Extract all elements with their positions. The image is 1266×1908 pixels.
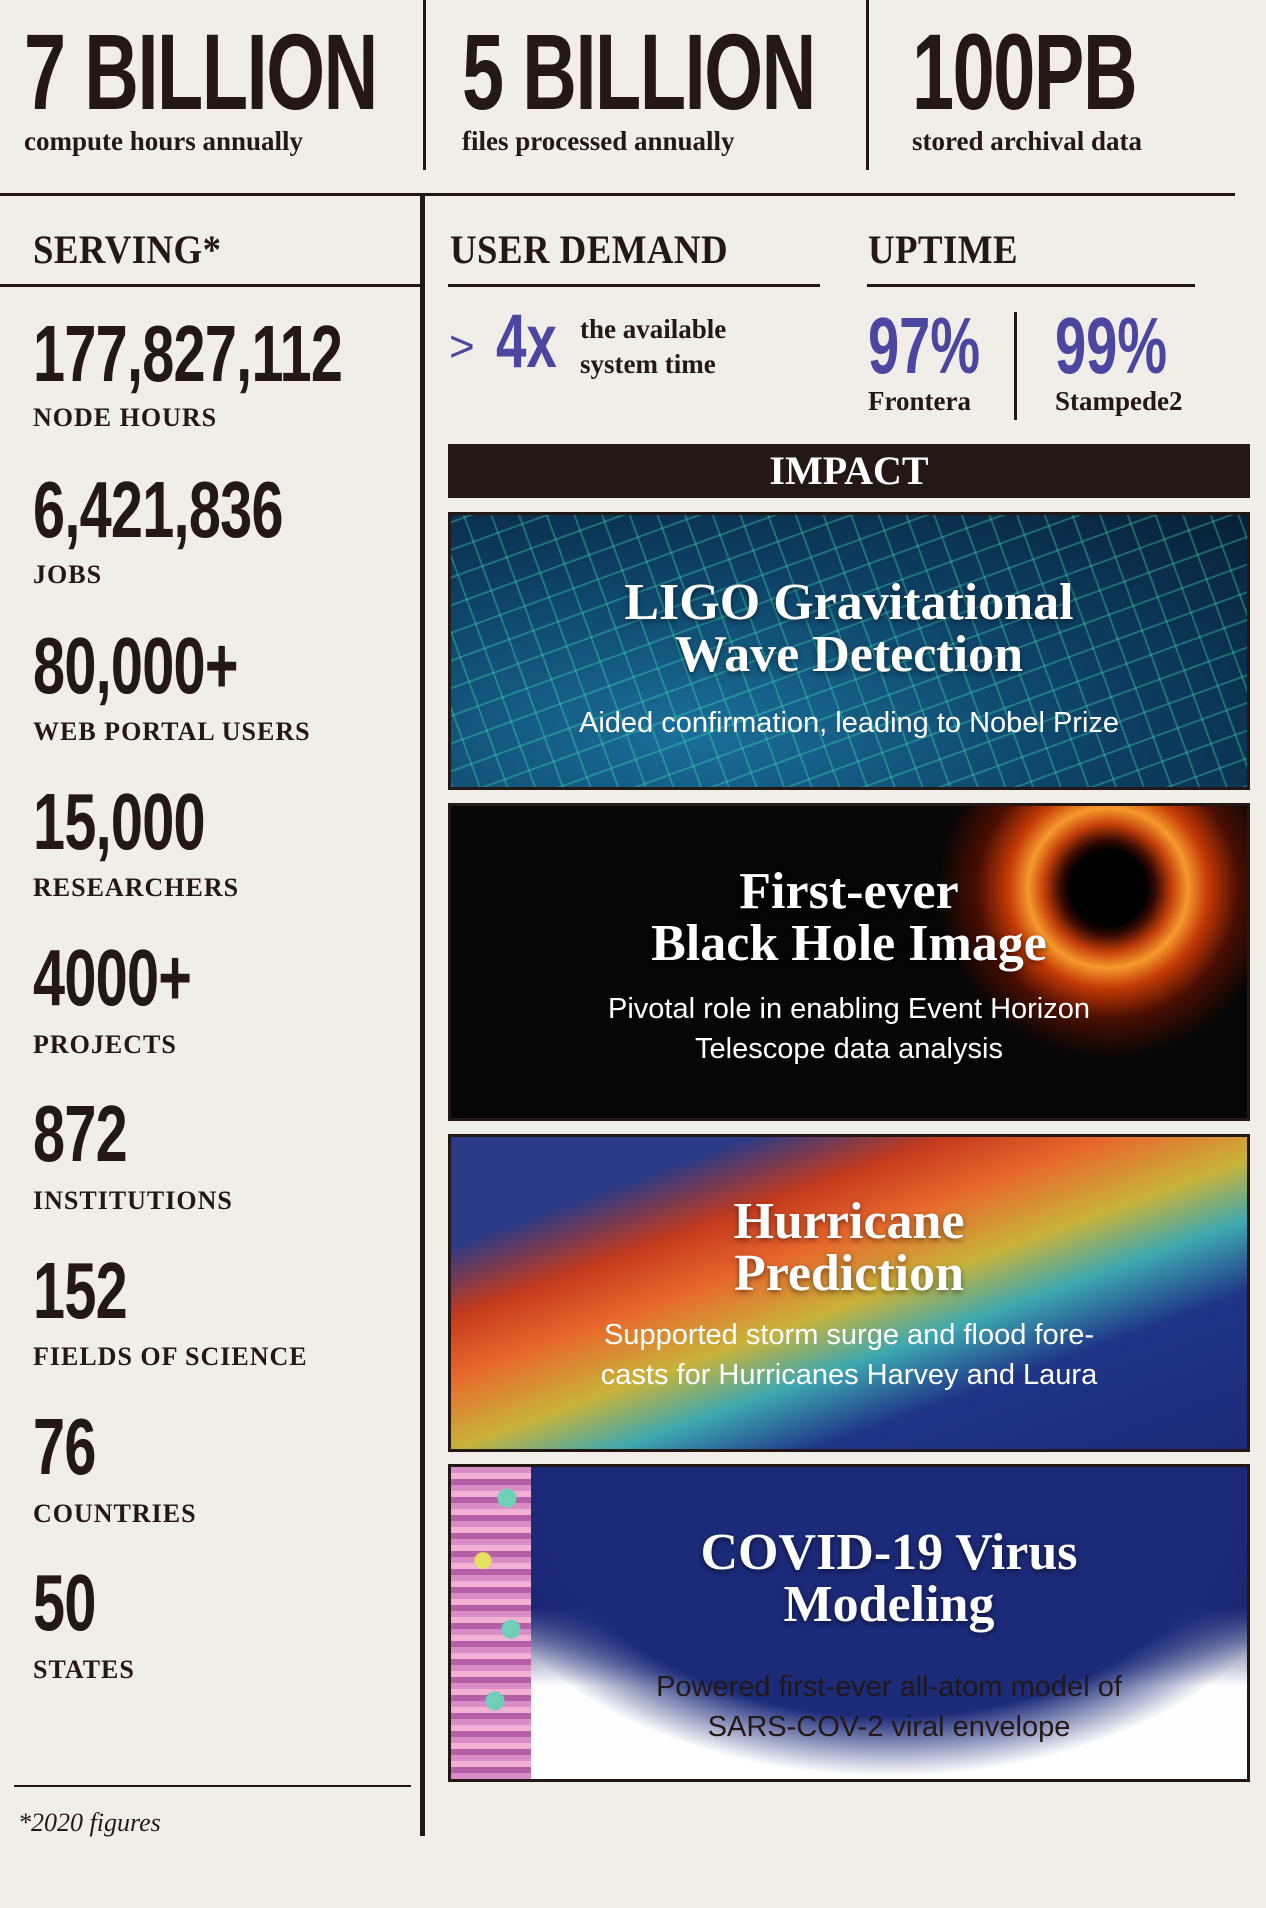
stat-files-label: files processed annually [462,126,735,156]
panel-description-line2: SARS-COV-2 viral envelope [707,1711,1071,1744]
panel-description-line2: Telescope data analysis [695,1033,1003,1066]
column-divider [420,196,425,1836]
demand-text-line1: the available [580,314,727,344]
panel-title-line1: COVID-19 Virus [700,1524,1078,1581]
stat-storage-label: stored archival data [912,126,1143,156]
stat-projects-value: 4000+ [33,933,192,1022]
stat-files-value: 5 BILLION [462,11,816,132]
stat-countries-value: 76 [33,1402,96,1491]
stat-compute-hours-value: 7 BILLION [24,11,378,132]
serving-rule [0,284,420,287]
stat-node-hours-value: 177,827,112 [33,309,343,398]
uptime-divider [1014,312,1017,420]
stat-institutions-value: 872 [33,1089,128,1178]
stat-node-hours-label: NODE HOURS [33,403,218,432]
stat-researchers-value: 15,000 [33,777,206,866]
stat-jobs-label: JOBS [33,560,103,589]
panel-title-line1: LIGO Gravitational [624,574,1074,631]
user-demand-heading: USER DEMAND [450,227,729,272]
panel-description-line1: Powered first-ever all-atom model of [656,1671,1122,1703]
stat-projects-label: PROJECTS [33,1030,177,1059]
demand-value: 4x [496,299,557,384]
panel-description-line1: Supported storm surge and flood fore- [603,1319,1095,1351]
stat-jobs-value: 6,421,836 [33,465,283,554]
impact-heading: IMPACT [448,444,1250,498]
stat-institutions-label: INSTITUTIONS [33,1186,233,1215]
stat-web-users-value: 80,000+ [33,621,238,710]
panel-title-line2: Wave Detection [674,626,1023,683]
panel-description-line1: Pivotal role in enabling Event Horizon [608,993,1090,1025]
uptime-stampede2-name: Stampede2 [1055,386,1183,416]
divider [423,0,426,170]
panel-title-line1: Hurricane [733,1193,965,1250]
demand-prefix: > [449,322,475,371]
stat-researchers-label: RESEARCHERS [33,873,240,902]
stat-states-label: STATES [33,1655,135,1684]
panel-description-line2: casts for Hurricanes Harvey and Laura [600,1359,1098,1392]
footnote: *2020 figures [18,1808,161,1837]
divider [866,0,869,170]
demand-text-line2: system time [580,349,716,380]
panel-title-line2: Prediction [733,1245,965,1302]
stat-fields-label: FIELDS OF SCIENCE [33,1342,308,1371]
uptime-rule [867,284,1195,287]
stat-storage-value: 100PB [912,11,1138,132]
top-rule [0,193,1235,196]
user-demand-rule [448,284,820,287]
panel-title-line2: Black Hole Image [651,915,1047,972]
uptime-stampede2-value: 99% [1055,301,1168,390]
uptime-heading: UPTIME [868,227,1018,272]
panel-title-line2: Modeling [783,1576,995,1633]
stat-compute-hours-label: compute hours annually [24,126,304,156]
membrane-graphic [451,1467,531,1779]
impact-panel-hurricane: Hurricane Prediction Supported storm sur… [448,1134,1250,1452]
stat-fields-value: 152 [33,1246,128,1335]
impact-panel-covid: COVID-19 Virus Modeling Powered first-ev… [448,1464,1250,1782]
panel-title-line1: First-ever [739,863,959,920]
impact-panel-ligo: LIGO Gravitational Wave Detection Aided … [448,512,1250,790]
serving-heading: SERVING* [33,227,222,272]
stat-states-value: 50 [33,1558,96,1647]
footnote-rule [14,1785,411,1787]
stat-countries-label: COUNTRIES [33,1499,197,1528]
uptime-frontera-value: 97% [868,301,981,390]
impact-panel-black-hole: First-ever Black Hole Image Pivotal role… [448,803,1250,1121]
panel-description: Aided confirmation, leading to Nobel Pri… [578,707,1120,739]
uptime-frontera-name: Frontera [868,386,971,416]
stat-web-users-label: WEB PORTAL USERS [33,717,311,746]
